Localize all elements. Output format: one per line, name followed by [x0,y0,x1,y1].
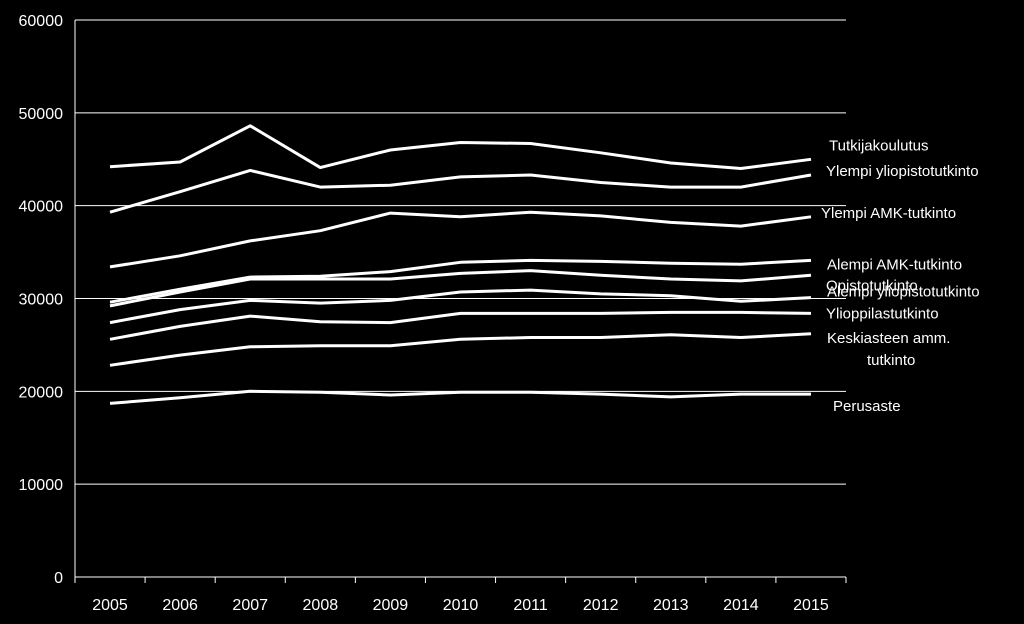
series-label: Keskiasteen amm. [827,330,950,347]
series-line [109,389,811,405]
x-tick-label: 2006 [162,597,198,614]
x-tick-label: 2013 [653,597,689,614]
y-tick-label: 20000 [19,384,64,401]
x-tick-label: 2014 [723,597,759,614]
series-labels: Tutkijakoulutus Ylempi yliopistotutkinto Y… [821,137,980,415]
y-tick-label: 40000 [19,199,64,216]
x-tick-label: 2011 [513,597,548,614]
y-tick-label: 60000 [19,13,64,30]
series-label: Tutkijakoulutus [829,137,929,154]
series-label: Perusaste [833,398,901,415]
x-tick-label: 2015 [793,597,829,614]
series-lines [109,124,812,405]
y-tick-label: 50000 [19,106,64,123]
y-tick-label: 30000 [19,292,64,309]
y-axis-ticks: 0 10000 20000 30000 40000 50000 60000 [19,13,64,587]
series-label: Alempi yliopistotutkinto [827,284,980,301]
series-label: Opistotutkinto [826,277,918,294]
series-line [109,288,812,325]
x-tick-label: 2012 [583,597,619,614]
series-line [109,124,812,170]
y-tick-label: 0 [54,570,63,587]
series-line [109,269,812,308]
axes [74,20,847,583]
y-tick-label: 10000 [19,477,64,494]
series-line [109,258,812,304]
series-label: tutkinto [867,352,915,369]
x-tick-label: 2009 [373,597,409,614]
x-tick-label: 2005 [92,597,128,614]
series-label: Alempi AMK-tutkinto [827,256,962,273]
series-label: Ylioppilastutkinto [826,305,939,322]
series-line [109,210,812,269]
series-line [109,332,812,367]
x-tick-label: 2010 [443,597,479,614]
series-label: Ylempi yliopistotutkinto [826,163,979,180]
x-tick-label: 2007 [232,597,268,614]
series-line [109,310,812,341]
x-axis-ticks: 2005 2006 2007 2008 2009 2010 2011 2012 2013 2014… [92,597,829,614]
series-label: Ylempi AMK-tutkinto [821,205,956,222]
series-line [109,168,812,214]
x-tick-label: 2008 [303,597,339,614]
